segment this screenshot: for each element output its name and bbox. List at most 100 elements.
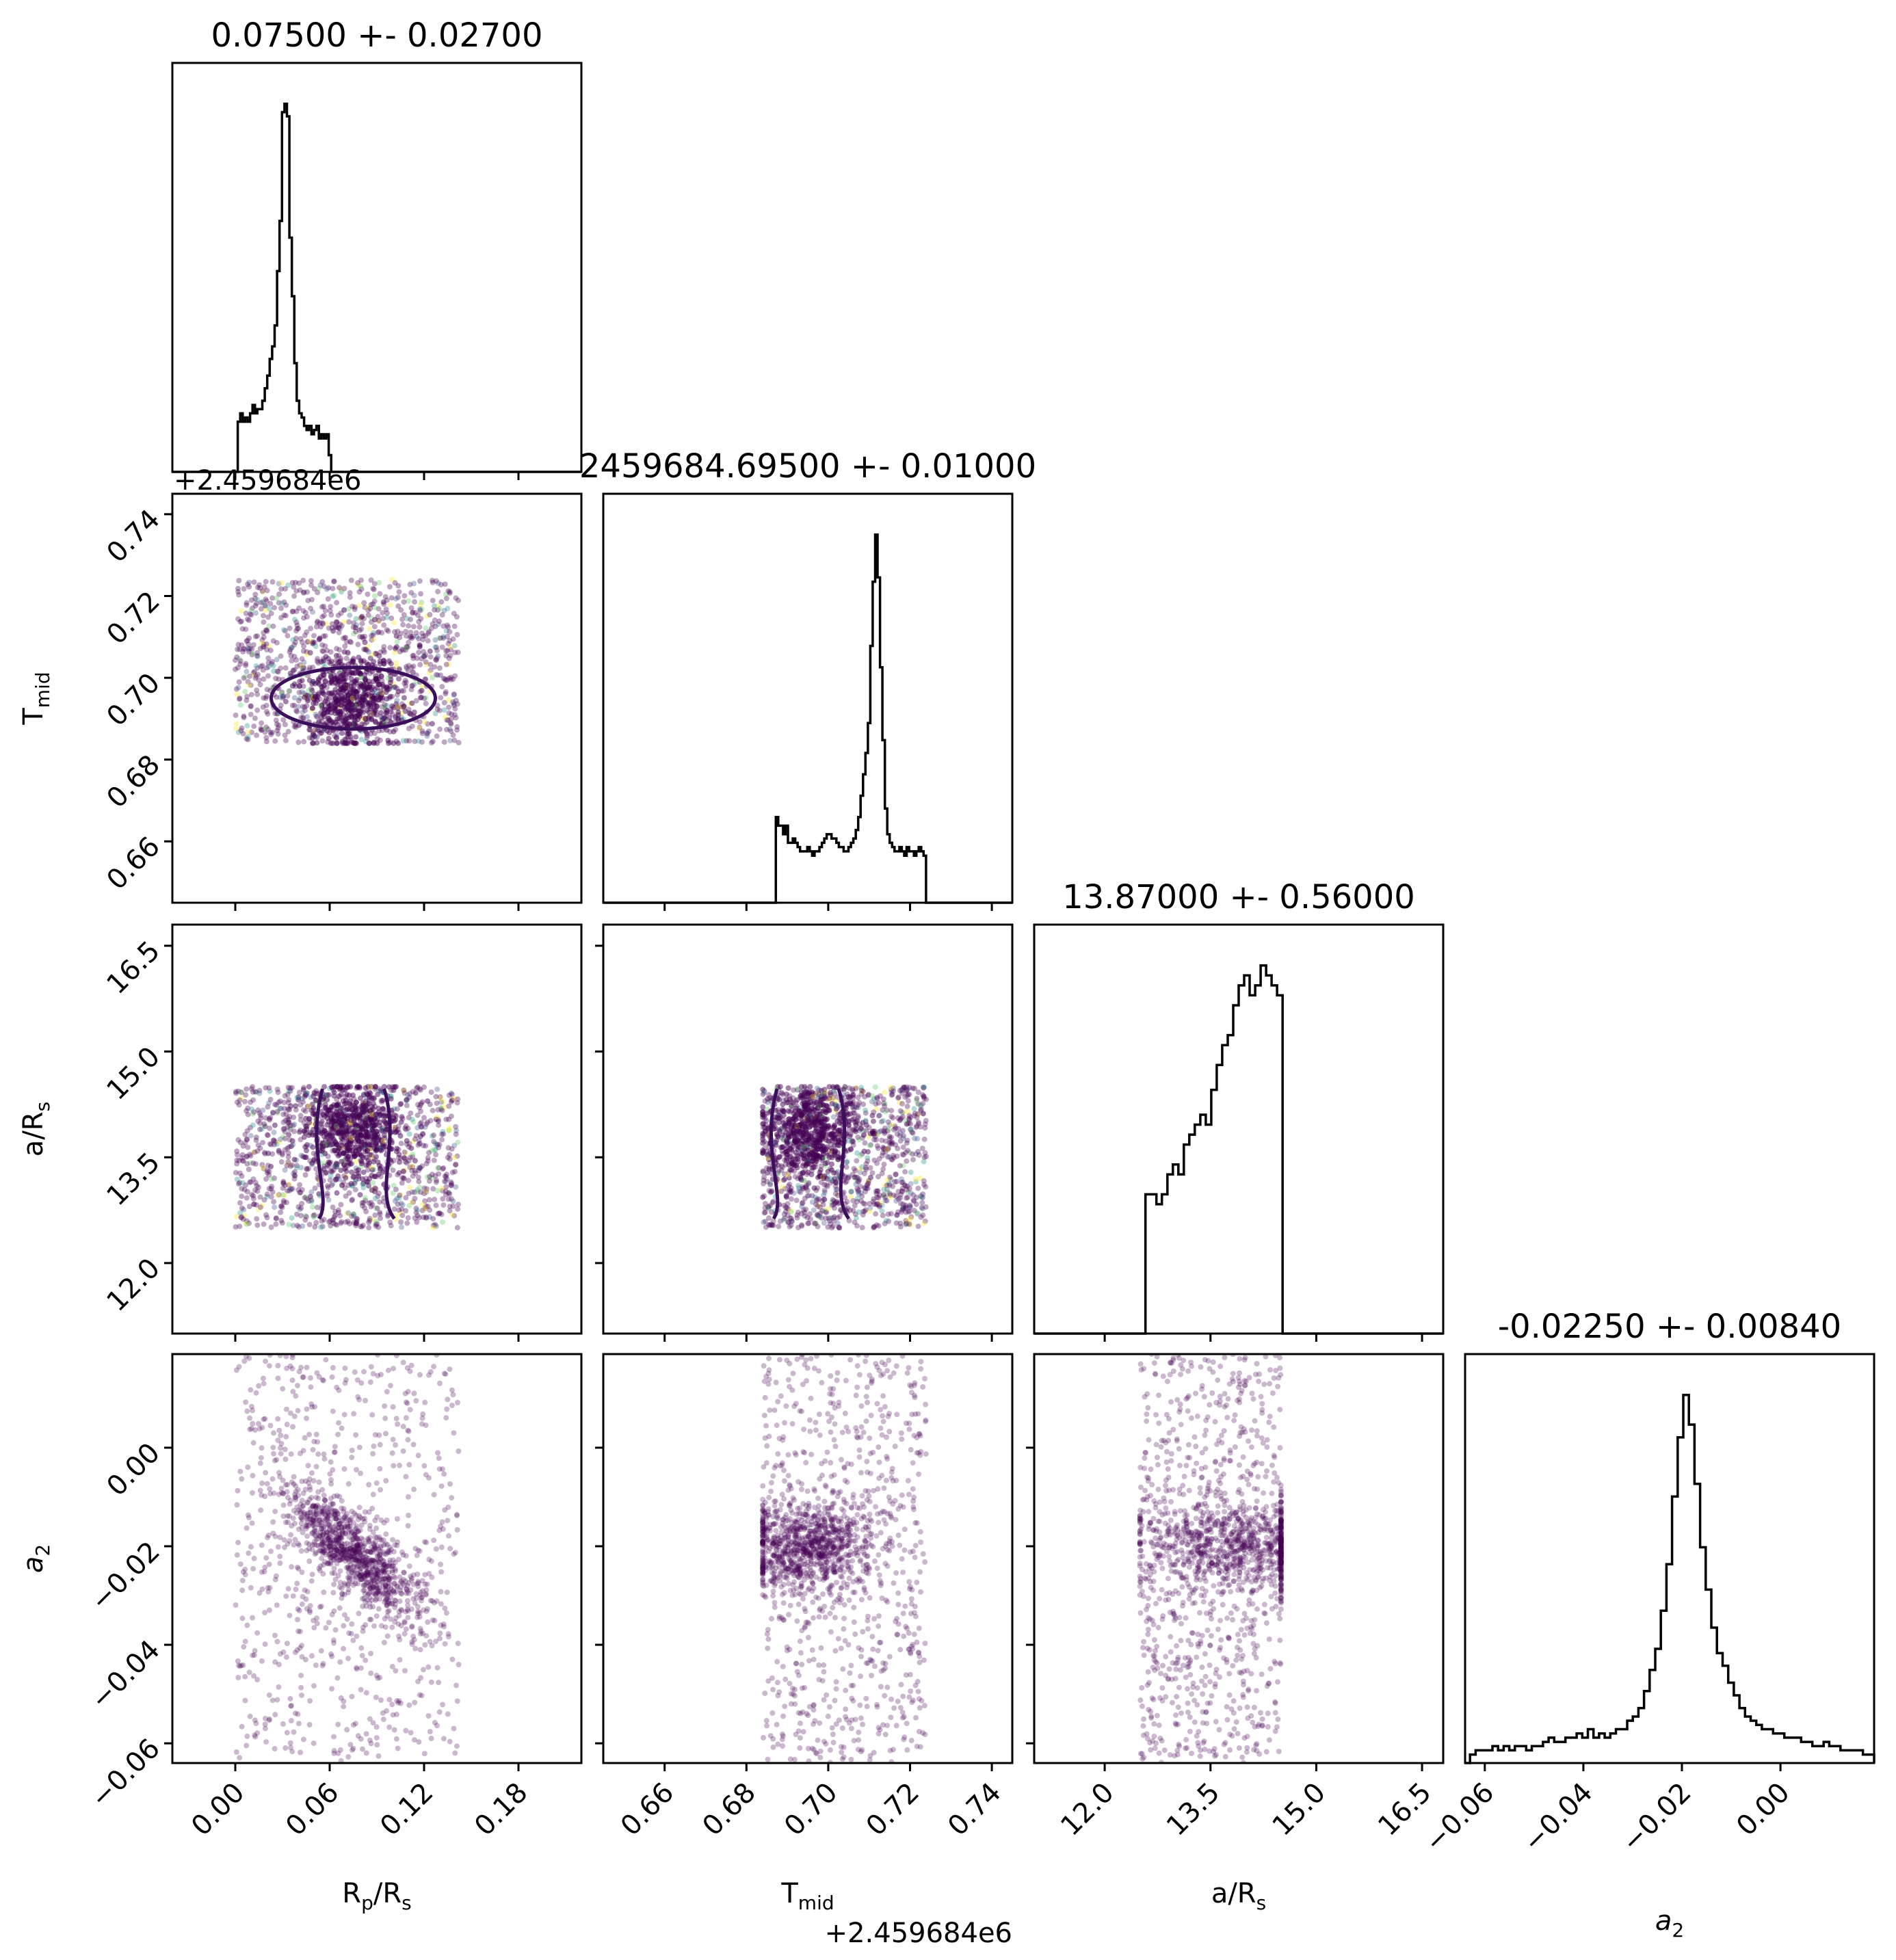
scatter-point bbox=[901, 1085, 907, 1091]
scatter-point bbox=[876, 1202, 882, 1208]
scatter-point bbox=[291, 1171, 297, 1177]
scatter-point bbox=[282, 1147, 288, 1153]
scatter-point bbox=[813, 1161, 819, 1167]
scatter-point bbox=[398, 1101, 404, 1107]
scatter-point bbox=[920, 1212, 926, 1218]
scatter-point bbox=[377, 1211, 383, 1217]
scatter-point bbox=[335, 1573, 341, 1578]
scatter-point bbox=[339, 1091, 344, 1098]
scatter-point bbox=[344, 1727, 350, 1733]
scatter-point bbox=[335, 612, 341, 618]
scatter-point bbox=[389, 615, 395, 621]
scatter-point bbox=[409, 1189, 415, 1195]
scatter-point bbox=[300, 1099, 306, 1105]
scatter-point bbox=[850, 1142, 856, 1148]
scatter-point bbox=[363, 1162, 369, 1168]
scatter-point bbox=[322, 678, 328, 685]
scatter-point bbox=[373, 1557, 379, 1563]
scatter-point bbox=[435, 621, 441, 627]
scatter-point bbox=[867, 1130, 873, 1137]
scatter-point bbox=[353, 693, 359, 700]
scatter-point bbox=[233, 712, 239, 718]
scatter-point bbox=[312, 1551, 318, 1557]
scatter-point bbox=[895, 1196, 901, 1202]
scatter-point bbox=[426, 1197, 432, 1203]
scatter-point bbox=[403, 633, 409, 639]
scatter-point bbox=[851, 1166, 857, 1171]
scatter-point bbox=[821, 1174, 827, 1180]
scatter-point bbox=[875, 1174, 881, 1180]
scatter-point bbox=[276, 591, 282, 597]
scatter-point bbox=[803, 1206, 809, 1213]
scatter-point bbox=[280, 1178, 287, 1184]
scatter-point bbox=[398, 1119, 404, 1125]
scatter-point bbox=[800, 1200, 806, 1206]
scatter-point bbox=[409, 1163, 415, 1169]
scatter-point bbox=[788, 1196, 794, 1202]
scatter-point bbox=[833, 1170, 839, 1176]
scatter-point bbox=[435, 1210, 441, 1217]
scatter-point bbox=[371, 598, 378, 605]
scatter-point bbox=[377, 1086, 383, 1092]
scatter-point bbox=[399, 1206, 405, 1213]
scatter-point bbox=[334, 600, 340, 606]
scatter-point bbox=[298, 1749, 303, 1756]
scatter-point bbox=[850, 1208, 856, 1214]
scatter-point bbox=[285, 1154, 291, 1160]
scatter-point bbox=[767, 1189, 774, 1195]
scatter-point bbox=[811, 1220, 817, 1226]
scatter-point bbox=[888, 1176, 894, 1182]
scatter-point bbox=[859, 1135, 865, 1141]
scatter-point bbox=[413, 630, 419, 636]
scatter-point bbox=[445, 717, 451, 723]
scatter-point bbox=[339, 1182, 345, 1189]
scatter-point bbox=[453, 715, 459, 721]
scatter-point bbox=[803, 1184, 809, 1191]
scatter-point bbox=[322, 607, 328, 613]
scatter-point bbox=[371, 586, 377, 592]
scatter-point bbox=[258, 663, 264, 670]
scatter-point bbox=[446, 1127, 451, 1133]
scatter-point bbox=[289, 702, 295, 708]
scatter-point bbox=[370, 601, 376, 607]
scatter-point bbox=[919, 1204, 925, 1210]
scatter-point bbox=[912, 1135, 918, 1141]
scatter-point bbox=[384, 1602, 390, 1608]
scatter-point bbox=[446, 675, 452, 681]
scatter-point bbox=[399, 1115, 406, 1122]
scatter-point bbox=[375, 629, 381, 635]
scatter-point bbox=[345, 1147, 351, 1153]
scatter-point bbox=[920, 1111, 926, 1117]
scatter-point bbox=[334, 646, 340, 652]
scatter-point bbox=[378, 1215, 383, 1221]
scatter-point bbox=[397, 1462, 402, 1468]
scatter-point bbox=[846, 1085, 852, 1091]
scatter-point bbox=[432, 607, 438, 613]
scatter-point bbox=[273, 717, 279, 724]
scatter-point bbox=[378, 695, 384, 701]
scatter-point bbox=[427, 1214, 433, 1220]
scatter-point bbox=[279, 1152, 285, 1158]
scatter-point bbox=[256, 677, 262, 683]
scatter-point bbox=[384, 696, 390, 702]
scatter-point bbox=[412, 599, 418, 605]
scatter-point bbox=[850, 1086, 856, 1092]
scatter-point bbox=[843, 1164, 850, 1170]
scatter-point bbox=[867, 1165, 873, 1171]
scatter-point bbox=[253, 1089, 259, 1095]
scatter-point bbox=[239, 618, 244, 624]
scatter-point bbox=[893, 1125, 899, 1131]
scatter-point bbox=[351, 620, 356, 626]
scatter-point bbox=[447, 1481, 453, 1487]
scatter-point bbox=[900, 1135, 906, 1141]
scatter-point bbox=[854, 1186, 860, 1192]
scatter-point bbox=[244, 1137, 250, 1143]
scatter-point bbox=[775, 1115, 781, 1121]
scatter-point bbox=[852, 1174, 858, 1180]
scatter-point bbox=[792, 1108, 798, 1114]
scatter-point bbox=[423, 659, 429, 665]
scatter-point bbox=[388, 677, 394, 683]
scatter-point bbox=[382, 715, 388, 721]
scatter-point bbox=[829, 1137, 835, 1143]
scatter-point bbox=[337, 585, 342, 591]
